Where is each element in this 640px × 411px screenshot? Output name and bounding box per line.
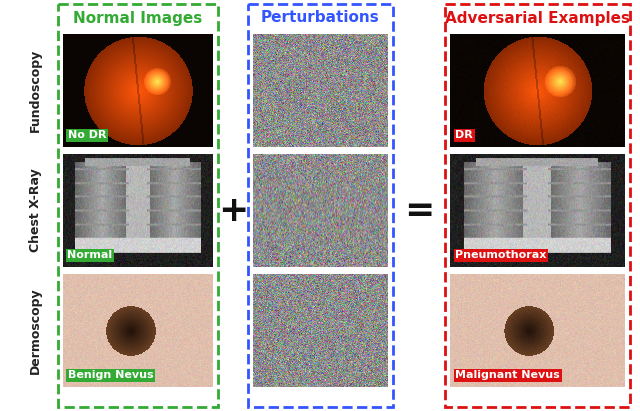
Text: Malignant Nevus: Malignant Nevus [455, 370, 560, 380]
Text: Dermoscopy: Dermoscopy [29, 287, 42, 374]
Text: Perturbations: Perturbations [261, 11, 380, 25]
Text: Chest X-Ray: Chest X-Ray [29, 169, 42, 252]
Text: Fundoscopy: Fundoscopy [29, 49, 42, 132]
Text: =: = [404, 194, 434, 228]
Bar [58, 4, 218, 407]
Text: +: + [218, 194, 248, 228]
Text: No DR: No DR [67, 130, 106, 140]
Text: Normal: Normal [67, 250, 113, 260]
Bar [445, 4, 630, 407]
Bar [248, 4, 393, 407]
Text: DR: DR [455, 130, 473, 140]
Text: Benign Nevus: Benign Nevus [67, 370, 153, 380]
Text: Adversarial Examples: Adversarial Examples [445, 11, 630, 25]
Text: Normal Images: Normal Images [74, 11, 203, 25]
Text: Pneumothorax: Pneumothorax [455, 250, 547, 260]
